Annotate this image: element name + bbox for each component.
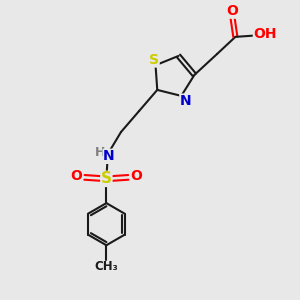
- Text: O: O: [130, 169, 142, 183]
- Text: N: N: [180, 94, 191, 108]
- Text: CH₃: CH₃: [94, 260, 118, 273]
- Text: H: H: [94, 146, 105, 159]
- Text: OH: OH: [254, 27, 277, 41]
- Text: S: S: [149, 53, 159, 67]
- Text: O: O: [70, 169, 82, 183]
- Text: S: S: [101, 171, 112, 186]
- Text: N: N: [103, 149, 115, 163]
- Text: O: O: [226, 4, 238, 18]
